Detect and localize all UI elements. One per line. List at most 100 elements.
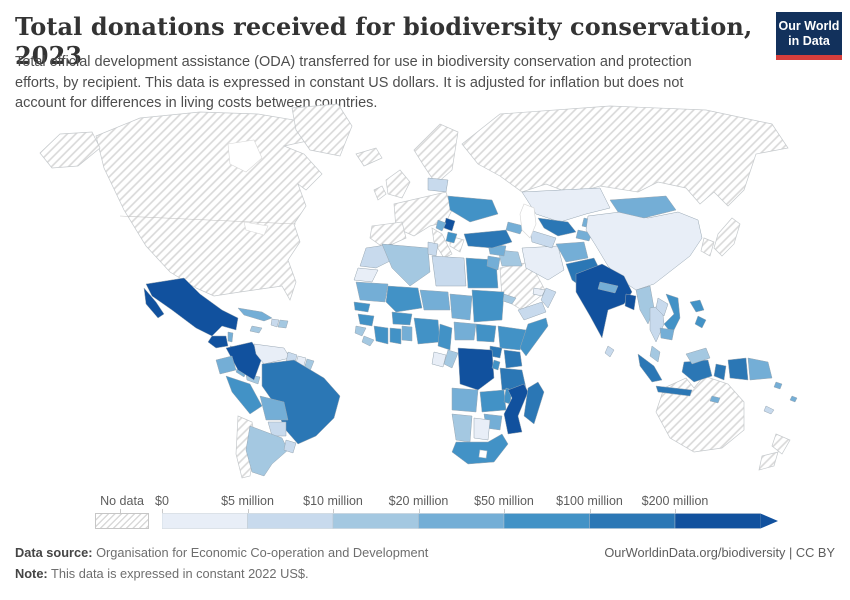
country-senegal[interactable]: Senegal — $50 – $100 million (353, 301, 371, 313)
country-ukraine[interactable]: Ukraine — $50 – $100 million (447, 195, 499, 223)
country-europe[interactable]: Western & Northern Europe — No data (373, 185, 387, 201)
country-indonesia[interactable]: Indonesia — $100 – $200 million (655, 385, 693, 397)
country-peru[interactable]: Peru — $50 – $100 million (225, 375, 263, 415)
country-central-african-republic[interactable]: Central African Republic — $20 – $50 mil… (453, 321, 477, 341)
country-uzbekistan[interactable]: Uzbekistan — $100 – $200 million (537, 217, 577, 237)
country-mexico[interactable]: Mexico — $200 million + (143, 287, 165, 319)
owid-logo[interactable]: Our World in Data (776, 12, 842, 60)
country-philippines[interactable]: Philippines — $50 – $100 million (689, 299, 705, 313)
country-cote-divoire[interactable]: Cote d'Ivoire — $50 – $100 million (373, 325, 389, 345)
country-paraguay[interactable]: Paraguay — $5 – $10 million (267, 421, 287, 437)
country-venezuela[interactable]: Venezuela — $0 – $5 million (253, 343, 291, 365)
country-australia[interactable]: Australia — No data (655, 375, 745, 453)
country-fiji[interactable]: Fiji — $20 – $50 million (789, 395, 798, 403)
country-belarus[interactable]: Belarus — $5 – $10 million (427, 177, 449, 193)
country-papua-new-guinea[interactable]: Papua New Guinea — $20 – $50 million (747, 357, 773, 381)
country-new-zealand[interactable]: New Zealand — No data (771, 433, 791, 455)
country-rwanda-burundi[interactable]: Rwanda & Burundi — $50 – $100 million (491, 359, 501, 371)
country-timor-leste[interactable]: Timor-Leste — $20 – $50 million (709, 395, 721, 404)
country-turkey[interactable]: Turkey — $100 – $200 million (463, 229, 513, 249)
country-ecuador[interactable]: Ecuador — $20 – $50 million (215, 355, 237, 375)
country-philippines[interactable]: Philippines — $50 – $100 million (694, 315, 707, 329)
country-belize[interactable]: Belize — $20 – $50 million (227, 331, 234, 343)
country-sri-lanka[interactable]: Sri Lanka — $5 – $10 million (604, 345, 615, 358)
legend-bin-6[interactable]: $200 million + (674, 513, 761, 529)
country-kazakhstan[interactable]: Kazakhstan — $0 – $5 million (521, 187, 611, 223)
country-serbia[interactable]: Serbia — $200 million + (443, 217, 456, 232)
country-vietnam[interactable]: Vietnam — $50 – $100 million (663, 293, 681, 335)
country-solomon-islands[interactable]: Solomon Islands — $20 – $50 million (773, 381, 783, 390)
legend-bin-5[interactable]: $100 – $200 million (589, 513, 676, 529)
country-south-korea[interactable]: South Korea — No data (700, 237, 715, 257)
country-jamaica[interactable]: Jamaica — $10 – $20 million (249, 325, 263, 334)
country-namibia[interactable]: Namibia — $10 – $20 million (451, 413, 473, 443)
country-colombia[interactable]: Colombia — $200 million + (225, 341, 263, 381)
country-ghana[interactable]: Ghana — $50 – $100 million (389, 327, 402, 345)
country-chad[interactable]: Chad — $20 – $50 million (449, 293, 473, 321)
country-oman[interactable]: Oman — $5 – $10 million (540, 287, 557, 309)
country-india[interactable]: India — $200 million + (575, 263, 633, 339)
country-angola[interactable]: Angola — $20 – $50 million (451, 387, 479, 413)
country-kenya[interactable]: Kenya — $100 – $200 million (503, 349, 523, 369)
owid-credit-link[interactable]: OurWorldinData.org/biodiversity | CC BY (604, 545, 835, 560)
country-gabon[interactable]: Gabon — $0 – $5 million (431, 351, 447, 368)
country-new-caledonia[interactable]: New Caledonia — $5 – $10 million (763, 405, 775, 415)
country-togo-benin[interactable]: Togo & Benin — $20 – $50 million (401, 325, 413, 342)
country-greenland[interactable]: Greenland — No data (291, 103, 353, 157)
country-zambia[interactable]: Zambia — $50 – $100 million (479, 389, 507, 413)
country-caucasus[interactable]: Georgia, Armenia & Azerbaijan — $20 – $5… (505, 221, 525, 235)
country-europe[interactable]: Western & Northern Europe — No data (431, 227, 453, 259)
country-algeria[interactable]: Algeria — $10 – $20 million (381, 243, 431, 287)
country-china[interactable]: China — $0 – $5 million (585, 211, 703, 291)
country-mongolia[interactable]: Mongolia — $20 – $50 million (609, 195, 677, 219)
legend-bin-2[interactable]: $10 – $20 million (332, 513, 419, 529)
country-tunisia[interactable]: Tunisia — $5 – $10 million (427, 241, 439, 257)
country-burkina-faso[interactable]: Burkina Faso — $50 – $100 million (391, 311, 413, 326)
country-canada-usa[interactable]: Canada & United States — No data (95, 111, 323, 301)
country-uae[interactable]: United Arab Emirates — $0 – $5 million (532, 287, 546, 297)
country-turkmenistan[interactable]: Turkmenistan — $5 – $10 million (529, 229, 557, 249)
country-europe[interactable]: Western & Northern Europe — No data (385, 169, 411, 199)
country-japan[interactable]: Japan — No data (713, 217, 741, 257)
country-sudan[interactable]: Sudan — $50 – $100 million (471, 289, 505, 323)
country-afghanistan[interactable]: Afghanistan — $20 – $50 million (555, 241, 589, 263)
country-indonesia[interactable]: Indonesia — $100 – $200 million (637, 353, 663, 383)
country-dominican-republic[interactable]: Dominican Republic — $10 – $20 million (277, 319, 289, 329)
country-malaysia[interactable]: Malaysia — $10 – $20 million (685, 347, 711, 365)
country-madagascar[interactable]: Madagascar — $100 – $200 million (523, 381, 545, 425)
country-somalia[interactable]: Somalia — $50 – $100 million (519, 317, 549, 357)
country-laos[interactable]: Laos — $5 – $10 million (655, 297, 669, 317)
country-argentina[interactable]: Argentina — $10 – $20 million (245, 425, 289, 477)
country-cuba[interactable]: Cuba — $20 – $50 million (237, 307, 273, 322)
country-drc[interactable]: Democratic Republic of Congo — $200 mill… (457, 347, 495, 391)
country-nigeria[interactable]: Nigeria — $50 – $100 million (413, 317, 441, 345)
country-haiti[interactable]: Haiti — $5 – $10 million (270, 318, 280, 328)
country-guatemala[interactable]: Guatemala — $200 million + (207, 335, 229, 349)
country-malaysia[interactable]: Malaysia — $10 – $20 million (649, 345, 661, 363)
legend-bin-4[interactable]: $50 – $100 million (503, 513, 590, 529)
country-mexico[interactable]: Mexico — $200 million + (145, 277, 239, 337)
country-niger[interactable]: Niger — $20 – $50 million (419, 289, 451, 311)
country-bangladesh[interactable]: Bangladesh — $200 million + (624, 293, 637, 311)
country-jordan[interactable]: Jordan — $20 – $50 million (486, 255, 501, 271)
country-libya[interactable]: Libya — $5 – $10 million (431, 255, 467, 287)
country-albania-north-macedonia[interactable]: Albania & North Macedonia — $50 – $100 m… (445, 231, 458, 244)
legend-bin-1[interactable]: $5 – $10 million (247, 513, 334, 529)
legend-bin-0[interactable]: $0 – $5 million (162, 513, 248, 529)
country-mali[interactable]: Mali — $50 – $100 million (385, 285, 423, 313)
country-cameroon[interactable]: Cameroon — $50 – $100 million (437, 323, 453, 351)
country-guinea[interactable]: Guinea — $50 – $100 million (357, 313, 375, 327)
country-mauritania[interactable]: Mauritania — $20 – $50 million (355, 281, 389, 303)
country-south-sudan[interactable]: South Sudan — $50 – $100 million (475, 323, 497, 343)
country-cambodia[interactable]: Cambodia — $20 – $50 million (659, 327, 675, 341)
country-ethiopia[interactable]: Ethiopia — $50 – $100 million (497, 325, 527, 351)
country-eritrea[interactable]: Eritrea — $10 – $20 million (502, 293, 517, 305)
country-canada-usa[interactable]: Canada & United States — No data (39, 131, 101, 169)
country-mozambique[interactable]: Mozambique — $200 million + (503, 383, 529, 435)
country-sierra-leone[interactable]: Sierra Leone — $10 – $20 million (354, 325, 367, 337)
country-europe[interactable]: Western & Northern Europe — No data (413, 123, 459, 185)
country-nepal[interactable]: Nepal — $20 – $50 million (597, 281, 619, 294)
country-liberia[interactable]: Liberia — $10 – $20 million (361, 335, 375, 347)
country-indonesia[interactable]: Indonesia — $100 – $200 million (727, 357, 749, 381)
country-bosnia[interactable]: Bosnia and Herzegovina — $20 – $50 milli… (435, 219, 447, 232)
